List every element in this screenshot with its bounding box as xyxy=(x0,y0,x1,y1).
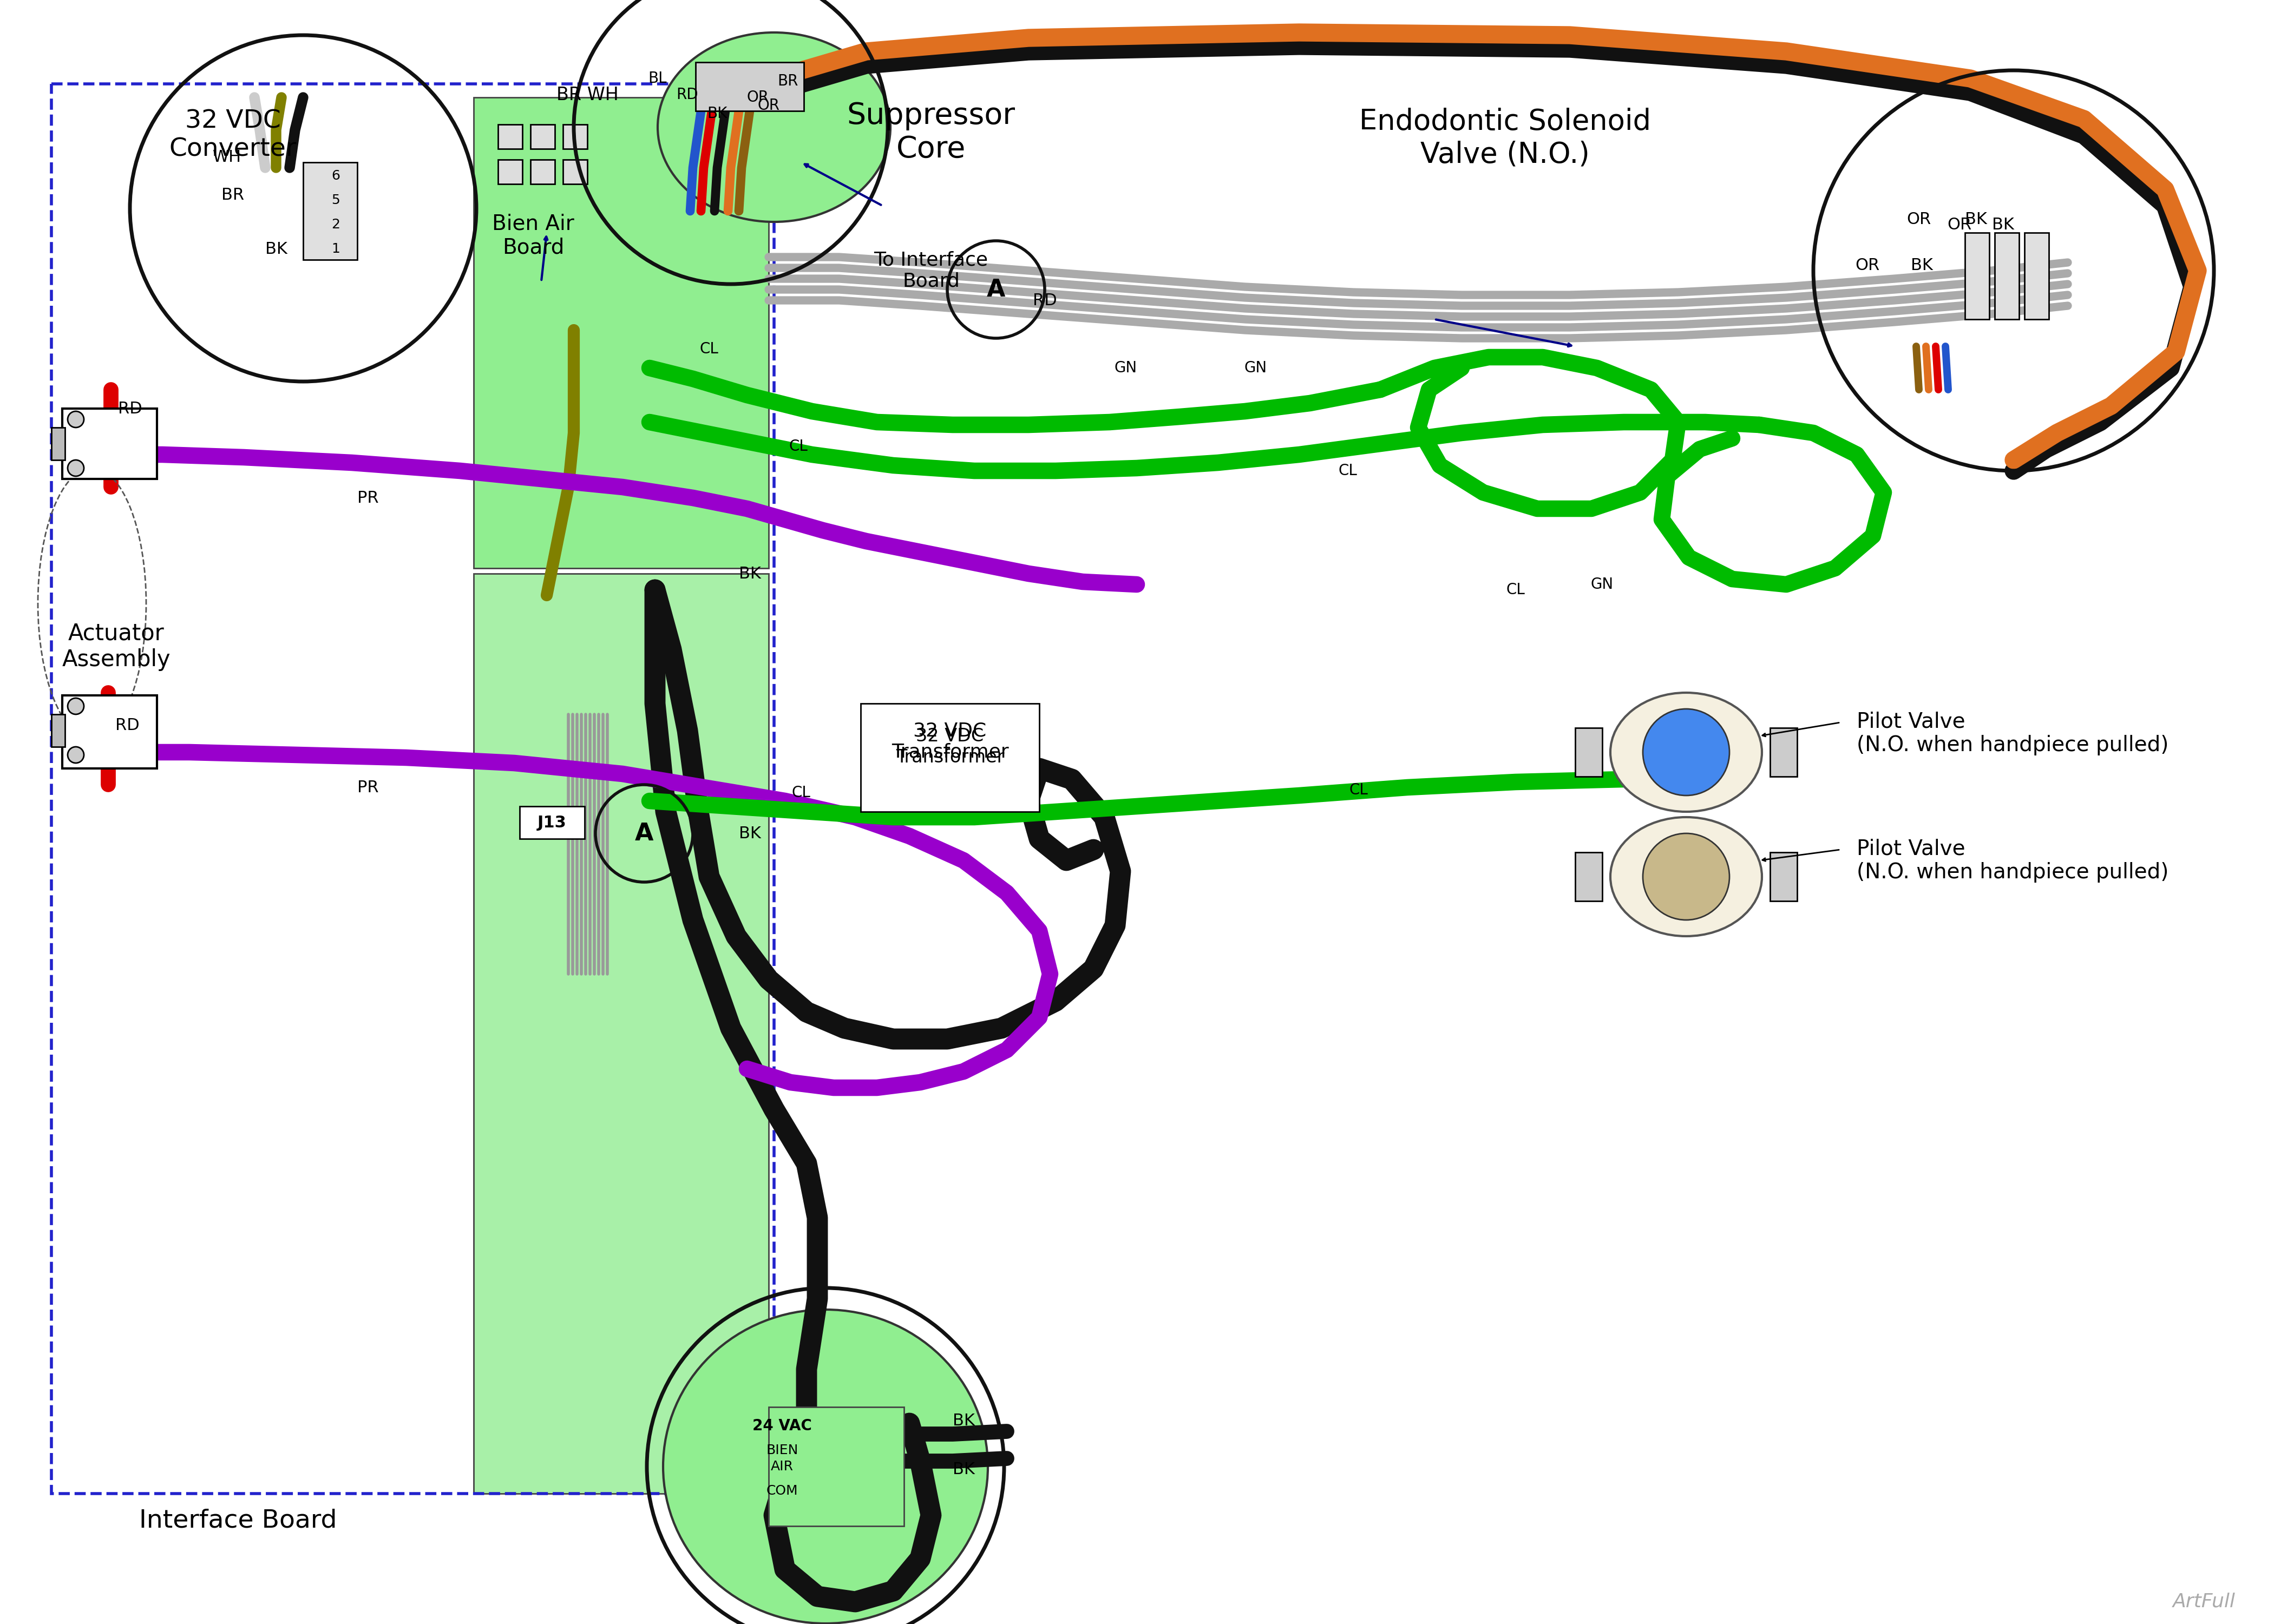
Text: CL: CL xyxy=(1348,783,1369,797)
Text: Actuator
Assembly: Actuator Assembly xyxy=(61,622,171,671)
Text: BK: BK xyxy=(953,1462,976,1478)
Bar xyxy=(52,84,773,1494)
Text: PR: PR xyxy=(357,490,380,505)
Text: J13: J13 xyxy=(537,815,566,830)
Text: RD: RD xyxy=(116,718,139,732)
Ellipse shape xyxy=(657,32,891,222)
Bar xyxy=(1769,728,1796,776)
Text: BK: BK xyxy=(707,106,728,122)
Text: BL: BL xyxy=(648,71,666,86)
Text: BK: BK xyxy=(953,1413,976,1429)
Bar xyxy=(530,159,555,184)
Text: BK: BK xyxy=(266,240,287,257)
Bar xyxy=(1994,232,2019,320)
Circle shape xyxy=(68,411,84,427)
Text: RD: RD xyxy=(1032,292,1057,309)
Text: 2: 2 xyxy=(332,218,339,231)
Text: AIR: AIR xyxy=(771,1460,794,1473)
Text: 5: 5 xyxy=(332,193,339,206)
Text: 24 VAC: 24 VAC xyxy=(753,1418,812,1434)
Text: OR: OR xyxy=(1947,216,1972,232)
Bar xyxy=(473,97,769,568)
Text: BK: BK xyxy=(1910,257,1933,273)
Text: 32 VDC
Transformer: 32 VDC Transformer xyxy=(891,721,1010,762)
Bar xyxy=(530,125,555,149)
Text: GN: GN xyxy=(1244,361,1267,375)
Text: BR: BR xyxy=(778,73,798,89)
Text: BK: BK xyxy=(1992,216,2015,232)
Text: 1: 1 xyxy=(332,242,339,255)
Text: OR: OR xyxy=(1856,257,1881,273)
Bar xyxy=(498,159,523,184)
Text: BK: BK xyxy=(1965,211,1987,227)
Bar xyxy=(564,159,587,184)
Bar xyxy=(473,573,769,1494)
Bar xyxy=(498,125,523,149)
Text: RD: RD xyxy=(118,401,141,416)
Text: 32 VDC
Converter: 32 VDC Converter xyxy=(168,109,296,161)
Text: CL: CL xyxy=(700,341,719,357)
Text: BK: BK xyxy=(739,825,762,841)
Circle shape xyxy=(68,698,84,715)
Bar xyxy=(61,695,157,768)
Text: Suppressor
Core: Suppressor Core xyxy=(846,101,1014,164)
Text: CL: CL xyxy=(789,438,807,455)
Text: GN: GN xyxy=(1592,577,1615,593)
Bar xyxy=(1769,853,1796,901)
Ellipse shape xyxy=(1610,817,1762,935)
Bar xyxy=(564,125,587,149)
Bar xyxy=(61,409,157,479)
Text: Endodontic Solenoid
Valve (N.O.): Endodontic Solenoid Valve (N.O.) xyxy=(1360,107,1651,169)
Bar xyxy=(860,703,1039,812)
Text: Bien Air
Board: Bien Air Board xyxy=(491,213,575,258)
Text: BIEN: BIEN xyxy=(766,1444,798,1457)
Text: CL: CL xyxy=(791,786,810,801)
Text: CL: CL xyxy=(1505,583,1526,598)
Text: ArtFull: ArtFull xyxy=(2174,1593,2235,1611)
Circle shape xyxy=(68,460,84,476)
Text: CL: CL xyxy=(1339,463,1358,479)
Bar xyxy=(1965,232,1990,320)
Text: COM: COM xyxy=(766,1484,798,1497)
Text: BK: BK xyxy=(739,565,762,581)
Bar xyxy=(769,1406,905,1527)
Bar xyxy=(302,162,357,260)
Text: A: A xyxy=(634,822,653,844)
Text: Pilot Valve
(N.O. when handpiece pulled): Pilot Valve (N.O. when handpiece pulled) xyxy=(1856,711,2169,755)
Ellipse shape xyxy=(664,1309,987,1624)
Text: PR: PR xyxy=(357,780,380,796)
Bar xyxy=(52,427,66,460)
Circle shape xyxy=(1642,833,1731,919)
Text: OR: OR xyxy=(757,97,780,114)
Bar xyxy=(2024,232,2049,320)
Circle shape xyxy=(68,747,84,763)
Text: Interface Board: Interface Board xyxy=(139,1509,337,1533)
Text: WH: WH xyxy=(214,149,241,164)
Text: GN: GN xyxy=(1114,361,1137,375)
Text: RD: RD xyxy=(675,88,698,102)
Text: Pilot Valve
(N.O. when handpiece pulled): Pilot Valve (N.O. when handpiece pulled) xyxy=(1856,838,2169,882)
Bar xyxy=(1576,728,1603,776)
Bar xyxy=(696,62,803,110)
Text: To Interface
Board: To Interface Board xyxy=(873,250,989,291)
Text: 6: 6 xyxy=(332,169,339,182)
Text: A: A xyxy=(987,278,1005,300)
Text: OR: OR xyxy=(746,89,769,106)
Text: OR: OR xyxy=(1906,211,1931,227)
Bar xyxy=(52,715,66,747)
Text: 32 VDC
Transformer: 32 VDC Transformer xyxy=(896,728,1005,767)
Text: BR: BR xyxy=(221,187,243,203)
Text: BR WH: BR WH xyxy=(557,86,619,104)
Bar xyxy=(521,807,584,838)
Ellipse shape xyxy=(1610,693,1762,812)
Bar xyxy=(1576,853,1603,901)
Circle shape xyxy=(1642,710,1731,796)
